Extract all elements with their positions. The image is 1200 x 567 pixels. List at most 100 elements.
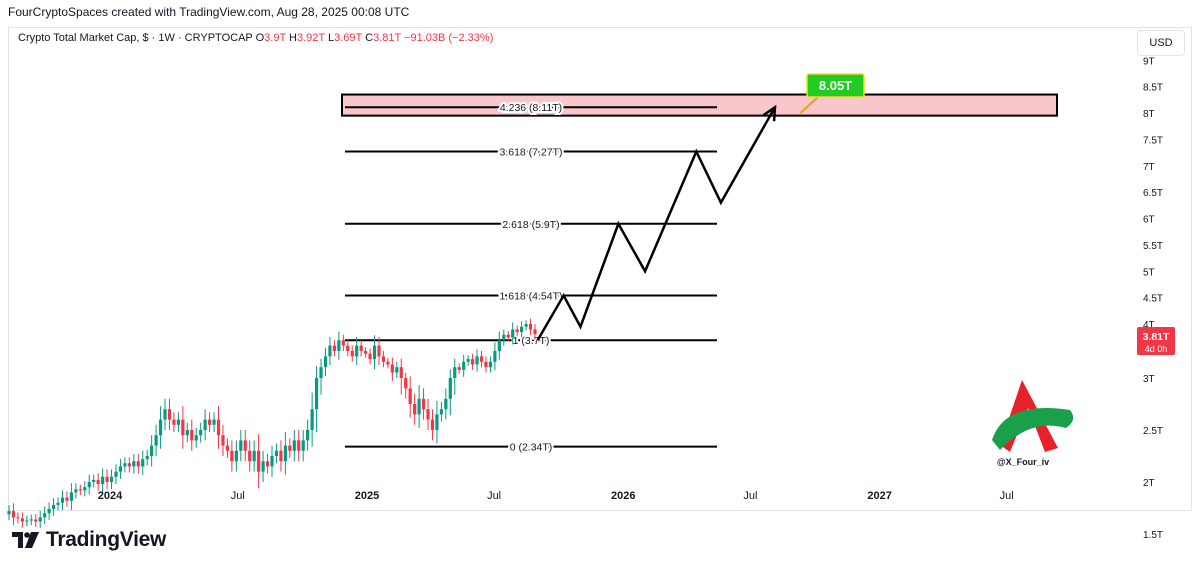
candle-body: [234, 450, 238, 462]
candle: [457, 363, 461, 374]
projection-arrowhead: [762, 104, 777, 122]
candle: [234, 440, 238, 472]
candle-body: [25, 520, 29, 522]
tradingview-logo-icon: [12, 532, 39, 548]
candle-body: [310, 409, 314, 430]
candle-body: [105, 476, 109, 482]
candle: [288, 438, 292, 459]
candle: [65, 491, 69, 507]
currency-button[interactable]: USD: [1137, 30, 1185, 56]
chart-credit: FourCryptoSpaces created with TradingVie…: [8, 5, 410, 19]
y-tick-label: 5.5T: [1143, 241, 1163, 252]
candle: [475, 349, 479, 372]
ohlc-change: −91.03B (−2.33%): [404, 32, 494, 44]
candle-body: [11, 511, 16, 518]
candle-body: [457, 367, 461, 370]
candle-body: [7, 511, 11, 515]
candle-body: [417, 398, 421, 415]
candle: [488, 356, 493, 373]
candle-body: [493, 351, 497, 362]
candle-body: [243, 440, 247, 451]
fib-level-label: 4.236 (8.11T): [500, 102, 562, 114]
candle: [493, 342, 497, 371]
candle-body: [163, 409, 167, 420]
candle-body: [43, 513, 47, 518]
candle-body: [533, 329, 537, 335]
candle: [413, 393, 417, 425]
candle-body: [216, 419, 221, 436]
candle-body: [386, 361, 390, 365]
candle: [132, 453, 136, 474]
candle-body: [154, 435, 158, 446]
candle-body: [350, 351, 354, 357]
candle: [328, 336, 332, 366]
candle-body: [150, 445, 154, 456]
fib-level-label: 0 (2.34T): [510, 442, 553, 454]
ohlc-close-label: C: [365, 32, 374, 44]
candle: [479, 351, 484, 368]
candle: [252, 440, 256, 472]
candle-body: [528, 324, 533, 330]
candle: [194, 427, 198, 448]
candle-body: [355, 345, 359, 357]
candle: [377, 336, 381, 366]
tradingview-logo[interactable]: TradingView: [12, 528, 166, 552]
candle: [243, 430, 247, 462]
candle: [390, 357, 394, 382]
candle-body: [274, 450, 279, 456]
candle: [372, 335, 377, 370]
candle: [430, 409, 435, 441]
candle: [341, 334, 345, 351]
candlesticks: [7, 318, 537, 529]
candle: [105, 469, 109, 490]
candle: [216, 406, 221, 449]
x-tick-label: Jul: [1000, 490, 1014, 502]
candle-body: [484, 361, 488, 368]
candle-body: [524, 324, 528, 327]
candle-body: [372, 345, 377, 360]
x-tick-label: 2026: [611, 490, 635, 502]
candle: [506, 331, 510, 342]
candle: [386, 358, 390, 369]
y-tick-label: 4.5T: [1143, 294, 1163, 305]
candle-body: [136, 461, 140, 467]
symbol-name[interactable]: Crypto Total Market Cap, $ · 1W · CRYPTO…: [18, 32, 253, 44]
candle-body: [479, 356, 484, 362]
candle-body: [288, 445, 292, 451]
candle-body: [252, 450, 256, 462]
candle: [163, 398, 167, 430]
candle-body: [190, 430, 194, 441]
symbol-info-line[interactable]: Crypto Total Market Cap, $ · 1W · CRYPTO…: [18, 32, 493, 44]
candle: [207, 412, 212, 433]
candle: [96, 473, 100, 491]
candle: [167, 398, 172, 430]
candle-body: [248, 450, 252, 462]
candle: [16, 512, 20, 524]
candle: [297, 430, 301, 462]
candle: [466, 355, 470, 366]
candle: [502, 329, 506, 346]
candle-body: [364, 351, 368, 354]
y-tick-label: 7T: [1143, 162, 1155, 173]
candle-body: [470, 359, 475, 365]
target-tag: 8.05T: [799, 73, 865, 115]
candle: [337, 331, 341, 360]
candle-body: [359, 345, 363, 351]
fib-level-label: 1 (3.7T): [513, 335, 550, 347]
candle: [212, 412, 216, 433]
candle-body: [141, 459, 145, 467]
candle-body: [230, 450, 234, 462]
candle-body: [319, 367, 323, 378]
candle: [78, 484, 82, 496]
candle-body: [181, 419, 185, 436]
candle: [497, 331, 501, 360]
candle-body: [225, 445, 230, 451]
candle-body: [297, 440, 301, 451]
candle-body: [444, 398, 448, 410]
candle: [56, 497, 60, 511]
candle-body: [123, 463, 127, 467]
candle: [118, 459, 123, 479]
candle: [310, 392, 314, 447]
candle: [47, 502, 51, 520]
